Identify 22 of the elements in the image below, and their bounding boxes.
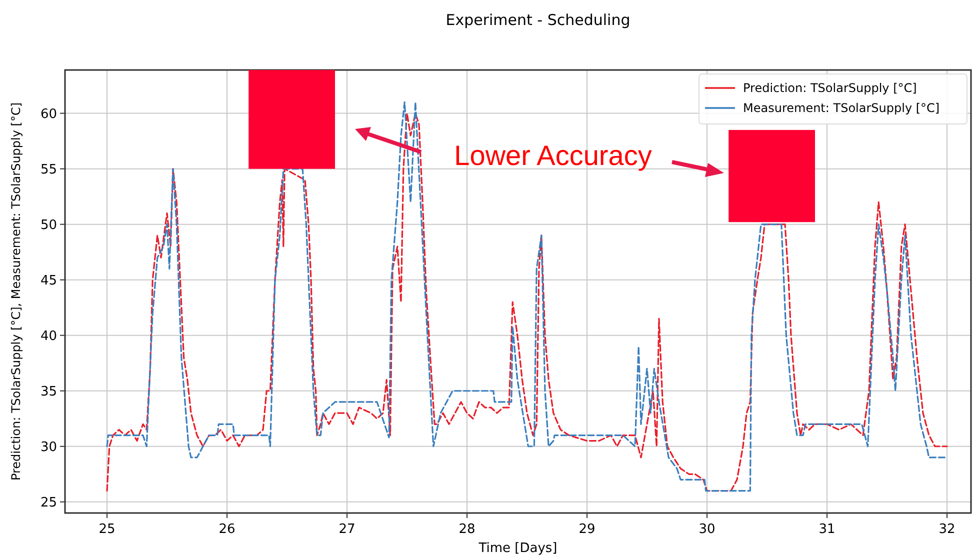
y-tick-label: 35	[40, 384, 57, 400]
x-tick-label: 32	[938, 522, 956, 537]
y-axis-title: Prediction: TSolarSupply [°C], Measurement: TSolarSupply [°C]	[9, 102, 23, 481]
annotation: Lower Accuracy	[454, 140, 652, 171]
legend-label: Measurement: TSolarSupply [°C]	[743, 101, 940, 115]
x-axis-title: Time [Days]	[478, 541, 558, 556]
chart-title: Experiment - Scheduling	[446, 11, 630, 29]
x-tick-label: 31	[818, 522, 836, 537]
y-tick-label: 25	[40, 495, 57, 510]
y-tick-label: 40	[40, 328, 57, 344]
y-tick-label: 60	[40, 106, 57, 122]
x-tick-label: 27	[338, 522, 356, 537]
legend-label: Prediction: TSolarSupply [°C]	[743, 81, 917, 95]
x-tick-label: 25	[98, 522, 116, 537]
x-tick-label: 28	[458, 522, 476, 537]
y-tick-label: 45	[40, 273, 57, 288]
y-tick-label: 55	[40, 162, 57, 178]
y-tick-label: 50	[40, 218, 57, 233]
y-tick-label: 30	[40, 440, 57, 455]
x-tick-label: 30	[698, 522, 716, 537]
x-tick-label: 26	[218, 522, 236, 537]
x-tick-label: 29	[578, 522, 596, 537]
